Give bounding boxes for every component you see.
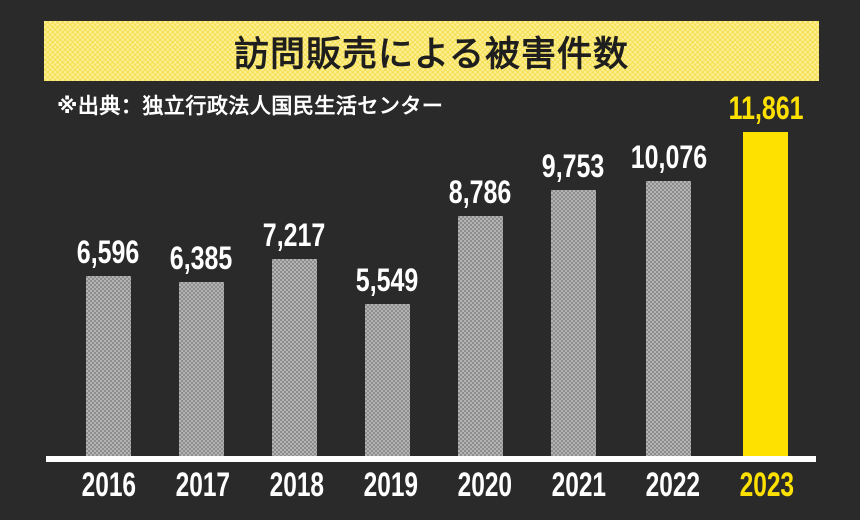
bar-column-2021: 9,753 xyxy=(527,150,620,456)
value-label-2022: 10,076 xyxy=(630,139,708,175)
value-label-2021: 9,753 xyxy=(542,148,605,184)
bar-2018 xyxy=(272,259,317,456)
chart-title-banner: 訪問販売による被害件数 xyxy=(44,21,819,81)
bar-2023-highlighted xyxy=(743,132,789,456)
value-label-2019: 5,549 xyxy=(356,262,419,298)
x-axis-label-2017: 2017 xyxy=(175,466,231,504)
bar-column-2022: 10,076 xyxy=(620,141,718,456)
bar-column-2023-highlighted: 11,861 xyxy=(718,92,814,456)
x-axis-label-2016: 2016 xyxy=(81,466,137,504)
bar-column-2019: 5,549 xyxy=(341,264,434,456)
bars-row: 6,596 6,385 7,217 5,549 8,786 9,753 10,0… xyxy=(46,92,816,456)
x-axis-label-2020: 2020 xyxy=(457,466,513,504)
bar-2022 xyxy=(646,181,692,456)
value-label-2017: 6,385 xyxy=(170,240,233,276)
bar-2016 xyxy=(86,276,131,456)
x-axis-label-2022: 2022 xyxy=(645,466,701,504)
bar-column-2018: 7,217 xyxy=(248,219,341,456)
x-axis-line xyxy=(46,456,816,462)
bar-2020 xyxy=(458,216,503,456)
x-axis-label-2018: 2018 xyxy=(269,466,325,504)
bar-2019 xyxy=(365,304,410,456)
bar-2021 xyxy=(551,190,596,456)
bar-2017 xyxy=(179,282,224,456)
bar-column-2017: 6,385 xyxy=(155,242,248,456)
x-axis-label-2019: 2019 xyxy=(363,466,419,504)
value-label-2016: 6,596 xyxy=(77,234,140,270)
x-axis-labels: 2016 2017 2018 2019 2020 2021 2022 2023 xyxy=(46,466,816,504)
value-label-2020: 8,786 xyxy=(449,174,512,210)
x-axis-label-2021: 2021 xyxy=(551,466,607,504)
bar-column-2016: 6,596 xyxy=(62,236,155,456)
value-label-2023: 11,861 xyxy=(728,90,804,126)
x-axis-label-2023: 2023 xyxy=(739,466,795,504)
bar-column-2020: 8,786 xyxy=(434,176,527,456)
source-note: ※出典：独立行政法人国民生活センター xyxy=(57,95,444,118)
chart-title: 訪問販売による被害件数 xyxy=(234,34,629,74)
value-label-2018: 7,217 xyxy=(263,217,326,253)
